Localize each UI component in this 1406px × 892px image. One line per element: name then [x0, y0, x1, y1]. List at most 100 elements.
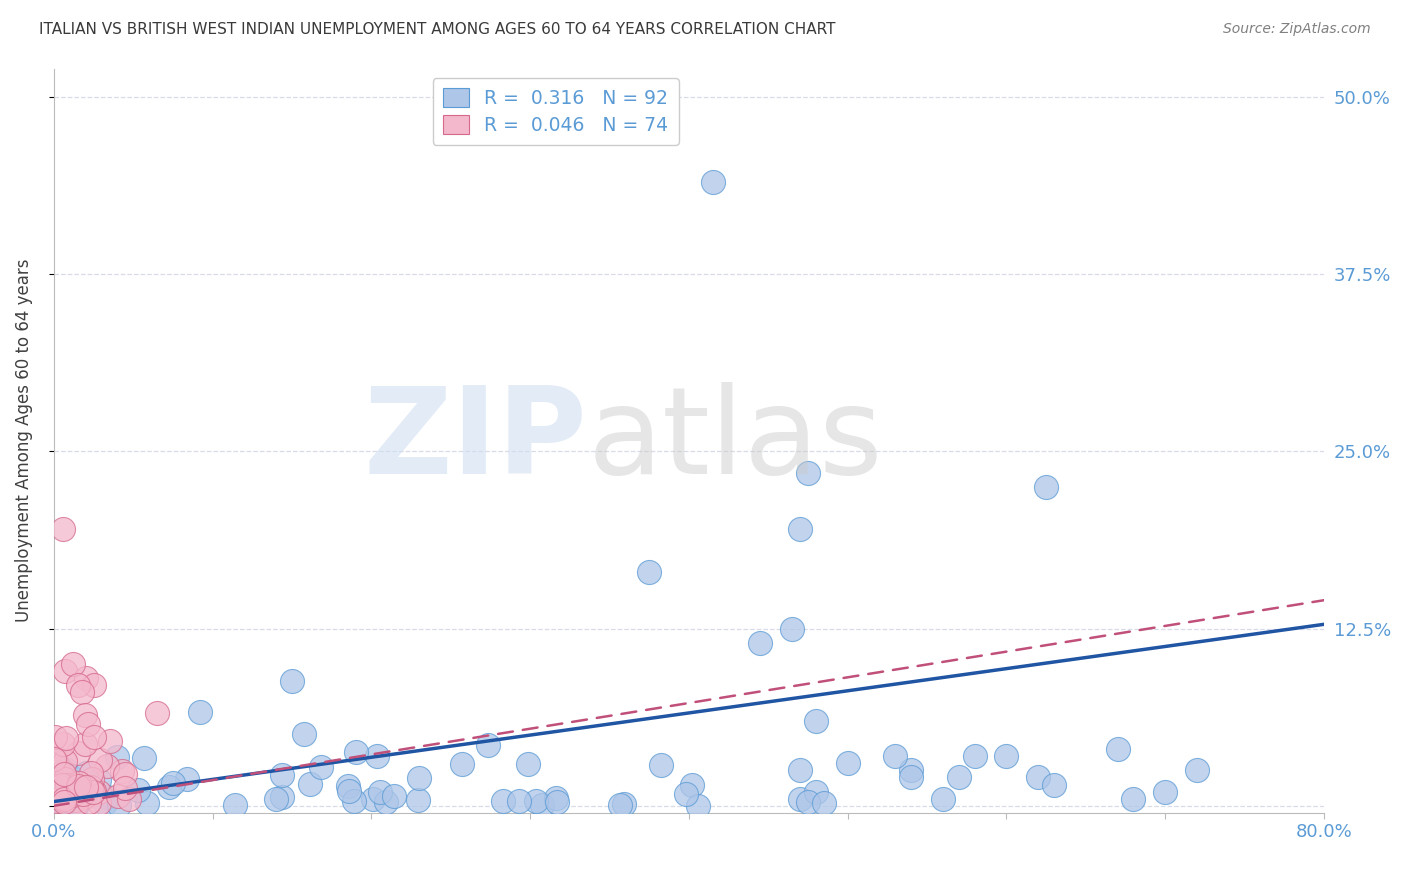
Point — [52, 777, 75, 791]
Point — [96, 789, 118, 804]
Point — [368, 784, 391, 798]
Point — [65, 792, 87, 806]
Point — [1185, 764, 1208, 778]
Point — [77, 795, 100, 809]
Point — [309, 760, 332, 774]
Point — [89, 753, 111, 767]
Point — [270, 768, 292, 782]
Point — [702, 175, 724, 189]
Point — [613, 797, 636, 811]
Point — [94, 797, 117, 811]
Point — [62, 788, 84, 802]
Y-axis label: Unemployment Among Ages 60 to 64 years: Unemployment Among Ages 60 to 64 years — [15, 259, 32, 623]
Point — [789, 791, 811, 805]
Point — [804, 714, 827, 728]
Point — [797, 466, 820, 480]
Point — [59, 769, 82, 783]
Point — [72, 789, 94, 803]
Point — [67, 789, 90, 803]
Point — [52, 773, 75, 788]
Point — [44, 730, 66, 744]
Point — [108, 797, 131, 812]
Point — [56, 778, 79, 792]
Point — [72, 685, 94, 699]
Point — [477, 738, 499, 752]
Point — [804, 784, 827, 798]
Point — [298, 777, 321, 791]
Point — [44, 751, 66, 765]
Point — [75, 780, 97, 794]
Point — [46, 762, 69, 776]
Point — [96, 758, 118, 772]
Point — [66, 746, 89, 760]
Point — [127, 783, 149, 797]
Point — [1122, 791, 1144, 805]
Point — [1107, 742, 1129, 756]
Point — [73, 787, 96, 801]
Point — [837, 756, 859, 771]
Point — [813, 796, 835, 810]
Point — [45, 785, 67, 799]
Point — [681, 779, 703, 793]
Point — [270, 790, 292, 805]
Point — [932, 791, 955, 805]
Point — [531, 797, 554, 812]
Point — [52, 789, 75, 803]
Point — [107, 789, 129, 804]
Point — [52, 795, 75, 809]
Point — [406, 793, 429, 807]
Point — [59, 773, 82, 788]
Point — [188, 705, 211, 719]
Text: atlas: atlas — [588, 382, 883, 500]
Point — [51, 772, 73, 786]
Point — [55, 731, 77, 745]
Point — [53, 664, 76, 678]
Point — [361, 792, 384, 806]
Point — [688, 798, 710, 813]
Point — [65, 797, 87, 811]
Point — [83, 784, 105, 798]
Point — [118, 792, 141, 806]
Point — [53, 772, 76, 786]
Point — [162, 776, 184, 790]
Point — [176, 772, 198, 786]
Point — [382, 789, 405, 803]
Point — [749, 636, 772, 650]
Point — [56, 794, 79, 808]
Point — [53, 762, 76, 776]
Point — [374, 795, 396, 809]
Point — [224, 797, 246, 812]
Point — [72, 780, 94, 795]
Point — [67, 775, 90, 789]
Point — [44, 772, 66, 787]
Point — [451, 756, 474, 771]
Point — [45, 773, 67, 788]
Point — [900, 764, 922, 778]
Point — [1026, 771, 1049, 785]
Point — [45, 794, 67, 808]
Point — [45, 772, 67, 786]
Point — [44, 752, 66, 766]
Point — [45, 780, 67, 794]
Point — [72, 787, 94, 801]
Point — [67, 779, 90, 793]
Point — [66, 678, 89, 692]
Point — [53, 792, 76, 806]
Point — [45, 796, 67, 810]
Point — [52, 737, 75, 751]
Point — [66, 797, 89, 812]
Point — [52, 522, 75, 536]
Point — [524, 794, 547, 808]
Point — [62, 657, 84, 671]
Point — [76, 789, 98, 803]
Point — [963, 749, 986, 764]
Point — [87, 773, 110, 788]
Point — [80, 780, 103, 794]
Point — [65, 781, 87, 796]
Point — [59, 786, 82, 800]
Point — [45, 777, 67, 791]
Point — [87, 797, 110, 811]
Point — [789, 522, 811, 536]
Point — [1043, 778, 1066, 792]
Point — [67, 780, 90, 794]
